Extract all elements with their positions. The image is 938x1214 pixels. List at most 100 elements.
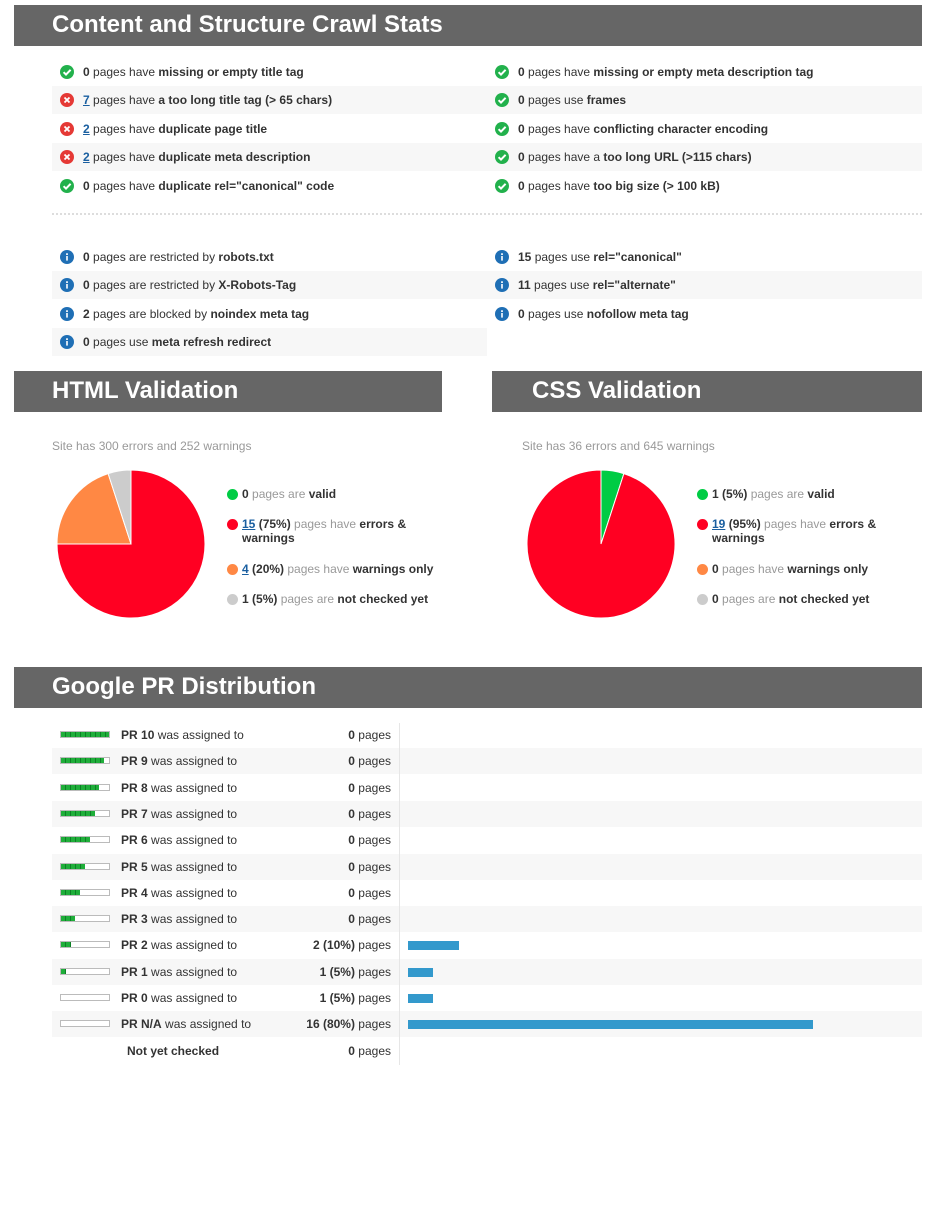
pr-assigned: was assigned to [154,728,244,742]
pr-row: PR 8 was assigned to 0 pages [52,775,922,801]
stat-label-bold: X-Robots-Tag [218,278,297,293]
pr-level-bar [60,809,110,817]
pr-prefix: PR [121,991,142,1005]
pr-assigned: was assigned to [147,859,238,874]
stat-row: 2 pages are blocked by noindex meta tag [52,300,487,328]
pr-label: PR 7 was assigned to [121,801,237,827]
stat-count-link[interactable]: 2 [83,150,90,165]
check-icon [495,93,509,108]
pr-count: 0 pages [348,775,391,801]
stat-label: pages use [530,278,593,293]
pr-count-value: 0 [348,1043,355,1058]
pr-prefix: PR [121,780,142,795]
info-icon [495,306,509,321]
section-divider [52,213,922,215]
stat-label: pages use [524,93,587,108]
legend-label-bold: warnings only [787,562,869,576]
check-icon [60,178,74,193]
pie-slice-errors-warnings [526,469,676,619]
pr-level-fill [61,863,85,869]
stat-count: 0 [83,178,90,193]
pr-distribution-bar [408,941,459,951]
pr-level-fill [61,837,90,843]
pr-unit: pages [354,806,391,821]
pr-assigned: was assigned to [147,912,238,927]
stat-label: pages have [524,65,594,79]
stat-row: 15 pages use rel="canonical" [487,243,922,271]
legend-label: pages have [290,517,360,531]
stat-row: 0 pages have missing or empty meta descr… [487,58,922,86]
pr-count: 1 (5%) pages [320,985,391,1011]
pr-value: 2 [141,938,148,953]
pr-prefix: PR [121,1017,142,1032]
pr-row: PR 5 was assigned to 0 pages [52,853,922,880]
pr-assigned: was assigned to [161,1017,252,1032]
pr-distribution-header: Google PR Distribution [14,667,922,708]
stat-count: 2 [83,306,90,321]
stat-label: pages have [89,93,159,108]
pr-level-fill [61,916,76,922]
stat-count-link[interactable]: 7 [83,93,90,108]
legend-count: 0 [712,562,719,576]
pr-level-fill [61,732,109,737]
stat-label-bold: missing or empty title tag [158,65,304,79]
stat-label: pages use [89,335,152,350]
stat-label-bold: conflicting character encoding [593,121,769,136]
legend-label-bold: valid [807,487,835,501]
pr-value: 4 [141,885,148,900]
stat-text: 0 pages have conflicting character encod… [518,115,768,143]
pr-prefix: PR [121,912,142,927]
pr-value: 6 [141,833,148,848]
pr-count: 0 pages [348,827,391,853]
legend-count-link[interactable]: 15 [242,517,256,531]
legend-label: pages are [718,592,779,606]
pr-label: PR 9 was assigned to [121,748,237,774]
pr-value: 5 [141,859,148,874]
pr-label: PR 5 was assigned to [121,854,237,880]
legend-label: pages have [760,517,830,531]
html-validation-summary: Site has 300 errors and 252 warnings [52,439,252,453]
legend-count-link[interactable]: 4 [242,562,249,576]
pr-unit: pages [354,728,391,742]
info-icon [60,335,74,350]
pr-distribution-bar [408,967,434,977]
pr-value: 0 [141,991,148,1005]
pr-count: 0 pages [348,748,391,774]
pr-label: PR 4 was assigned to [121,880,237,906]
pr-count: 0 pages [348,854,391,880]
pr-count-value: 2 [312,938,320,953]
pr-prefix: PR [121,833,142,848]
pr-count: 1 (5%) pages [320,959,391,985]
pr-row-not-checked: Not yet checked 0 pages [52,1038,922,1064]
legend-count-link[interactable]: 19 [712,517,726,531]
legend-label-bold: not checked yet [337,592,429,606]
stat-row: 0 pages use frames [487,86,922,115]
error-icon [60,121,74,136]
legend-dot [697,594,708,605]
stat-count: 0 [518,93,525,108]
legend-count: 0 [242,487,249,501]
pr-distribution-bar [408,994,434,1003]
pr-label: PR 2 was assigned to [121,932,237,958]
stat-count-link[interactable]: 2 [83,121,90,136]
stat-label-bold: missing or empty meta description tag [593,65,814,79]
css-validation-pie [526,469,676,619]
pr-level-bar [60,1020,110,1028]
pr-count-value: 0 [348,780,355,795]
pr-count: 0 pages [348,906,391,932]
pr-count-pct: (5%) [326,964,355,979]
legend-label: pages are [747,487,808,501]
pr-count-value: 0 [348,754,355,769]
legend-dot [227,564,238,575]
pr-label: PR 8 was assigned to [121,775,237,801]
pr-unit: pages [354,780,391,795]
pr-unit: pages [354,991,391,1005]
stat-count: 15 [518,250,532,264]
legend-count: 1 [712,487,719,501]
stat-text: 0 pages have missing or empty title tag [83,58,304,86]
pr-count-value: 1 [319,964,327,979]
stat-row: 2 pages have duplicate page title [52,115,487,143]
pr-level-bar [60,915,110,923]
pr-unit: pages [354,754,391,769]
pr-level-bar [60,731,110,738]
